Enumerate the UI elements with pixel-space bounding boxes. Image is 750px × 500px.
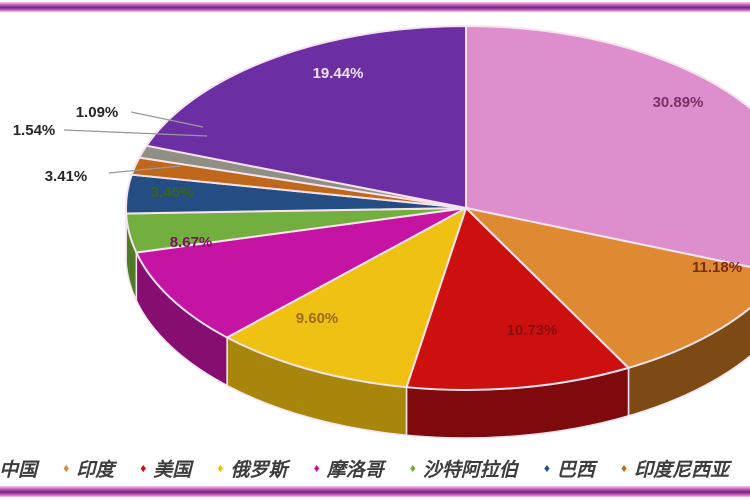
pie-label-slice-9: 1.09% <box>76 104 119 121</box>
pie-slice-india[interactable] <box>462 206 750 369</box>
legend-item-russia[interactable]: ♦ 俄罗斯 <box>217 455 287 482</box>
legend-marker-icon: ♦ <box>63 461 70 475</box>
pie-label-saudi-arabia: 3.45% <box>151 184 194 201</box>
legend-label: 印度 <box>76 459 115 481</box>
legend-label: 美国 <box>153 459 192 481</box>
legend-item-china[interactable]: ♦中国 <box>0 455 37 482</box>
bottom-border-band <box>0 486 750 497</box>
legend-marker-icon: ♦ <box>140 461 147 475</box>
leader-line-slice-9 <box>130 111 204 128</box>
legend-label: 中国 <box>0 459 38 481</box>
legend-item-usa[interactable]: ♦ 美国 <box>140 455 191 482</box>
legend-label: 摩洛哥 <box>326 459 384 481</box>
pie-label-russia: 9.60% <box>296 310 339 327</box>
legend-marker-icon: ♦ <box>313 461 320 475</box>
legend-item-morocco[interactable]: ♦ 摩洛哥 <box>314 455 384 482</box>
legend-item-brazil[interactable]: ♦ 巴西 <box>544 455 595 482</box>
pie-slice-usa[interactable] <box>405 206 631 391</box>
legend-item-saudi-arabia[interactable]: ♦ 沙特阿拉伯 <box>410 455 518 482</box>
legend-marker-icon: ♦ <box>620 461 628 475</box>
pie-label-brazil: 3.41% <box>45 168 88 185</box>
legend-label: 巴西 <box>556 459 595 481</box>
pie-label-usa: 10.73% <box>507 322 558 339</box>
legend-marker-icon: ♦ <box>543 461 550 475</box>
pie-slice-china[interactable] <box>465 24 750 274</box>
legend-label: 印度尼西亚 <box>634 459 730 481</box>
pie-chart: 30.89% 11.18% 10.73% 9.60% 8.67% 3.45% 3.41% 1.… <box>13 24 750 439</box>
chart-legend: ♦中国 ♦ 印度 ♦ 美国 ♦ 俄罗斯 ♦ 摩洛哥 ♦ 沙特阿拉伯 ♦ 巴西 ♦ 印度尼西亚 <box>0 451 750 485</box>
leader-line-brazil <box>108 165 181 174</box>
pie-label-morocco: 8.67% <box>170 234 213 251</box>
legend-item-indonesia[interactable]: ♦ 印度尼西亚 <box>621 455 729 482</box>
pie-label-slice-10: 19.44% <box>313 65 364 82</box>
legend-label: 沙特阿拉伯 <box>422 459 518 481</box>
pie-label-china: 30.89% <box>653 94 704 111</box>
legend-marker-icon: ♦ <box>217 461 224 475</box>
pie-label-india: 11.18% <box>692 259 742 276</box>
pie-label-indonesia: 1.54% <box>13 122 56 139</box>
legend-marker-icon: ♦ <box>409 461 416 475</box>
top-border-band <box>0 2 750 12</box>
legend-item-india[interactable]: ♦ 印度 <box>63 455 114 482</box>
pie-slice-russia[interactable] <box>224 205 468 389</box>
legend-label: 俄罗斯 <box>230 459 288 481</box>
pie-slice-slice-10[interactable] <box>144 24 467 210</box>
leader-line-indonesia <box>63 129 208 137</box>
pie-slice-morocco[interactable] <box>134 207 467 339</box>
